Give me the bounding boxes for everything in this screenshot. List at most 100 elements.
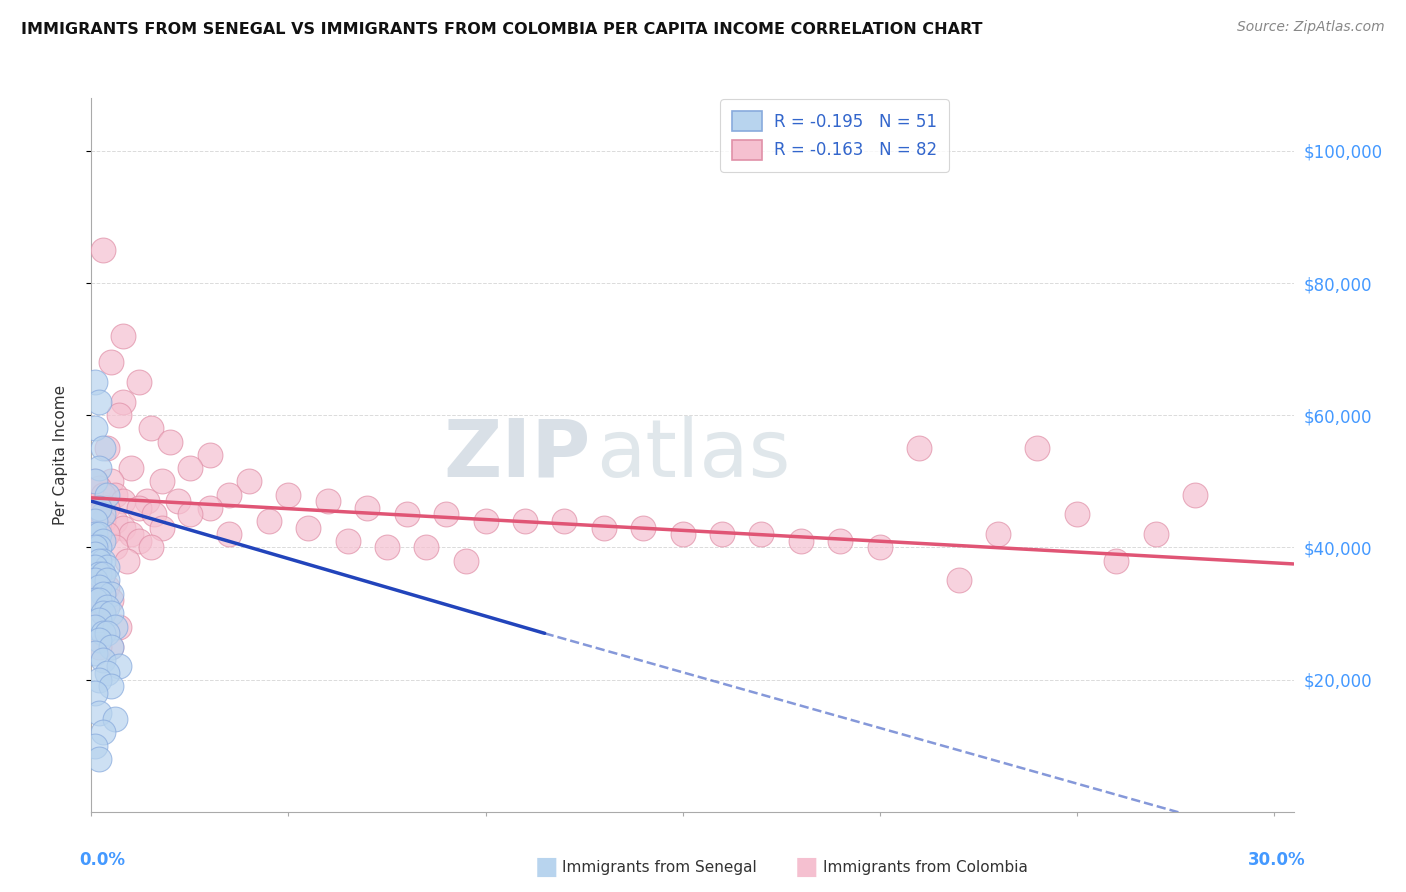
Point <box>104 541 127 555</box>
Point <box>218 527 240 541</box>
Point <box>84 560 107 574</box>
Text: Source: ZipAtlas.com: Source: ZipAtlas.com <box>1237 20 1385 34</box>
Point <box>91 587 114 601</box>
Point <box>553 514 575 528</box>
Point <box>631 520 654 534</box>
Point <box>179 508 201 522</box>
Point <box>89 613 111 627</box>
Point <box>96 599 118 614</box>
Point <box>100 475 122 489</box>
Point <box>139 541 162 555</box>
Point <box>128 500 150 515</box>
Point <box>111 494 134 508</box>
Point <box>167 494 190 508</box>
Point <box>89 541 111 555</box>
Point <box>297 520 319 534</box>
Point <box>89 481 111 495</box>
Point <box>91 487 114 501</box>
Point <box>91 442 114 456</box>
Point <box>89 706 111 720</box>
Point <box>869 541 891 555</box>
Point <box>84 500 107 515</box>
Point <box>91 554 114 568</box>
Point <box>89 566 111 581</box>
Point <box>120 527 142 541</box>
Text: 0.0%: 0.0% <box>79 851 125 869</box>
Point <box>100 640 122 654</box>
Point <box>96 442 118 456</box>
Point <box>238 475 260 489</box>
Point <box>100 640 122 654</box>
Text: IMMIGRANTS FROM SENEGAL VS IMMIGRANTS FROM COLOMBIA PER CAPITA INCOME CORRELATIO: IMMIGRANTS FROM SENEGAL VS IMMIGRANTS FR… <box>21 22 983 37</box>
Point <box>84 593 107 607</box>
Point <box>84 527 107 541</box>
Text: ■: ■ <box>794 855 818 879</box>
Point <box>91 508 114 522</box>
Text: atlas: atlas <box>596 416 790 494</box>
Point <box>115 554 138 568</box>
Point <box>96 665 118 680</box>
Point <box>96 626 118 640</box>
Point <box>100 593 122 607</box>
Point <box>790 533 813 548</box>
Point <box>830 533 852 548</box>
Point <box>198 500 221 515</box>
Point <box>198 448 221 462</box>
Point <box>100 587 122 601</box>
Point <box>375 541 398 555</box>
Point <box>96 500 118 515</box>
Point <box>84 574 107 588</box>
Point <box>1144 527 1167 541</box>
Point <box>96 560 118 574</box>
Point <box>474 514 496 528</box>
Point <box>111 520 134 534</box>
Text: ■: ■ <box>534 855 558 879</box>
Point <box>104 712 127 726</box>
Point <box>987 527 1010 541</box>
Point <box>96 487 118 501</box>
Point <box>100 607 122 621</box>
Point <box>84 620 107 634</box>
Point <box>111 329 134 343</box>
Point <box>1026 442 1049 456</box>
Point <box>84 566 107 581</box>
Point <box>751 527 773 541</box>
Point <box>316 494 339 508</box>
Point <box>120 461 142 475</box>
Point <box>356 500 378 515</box>
Point <box>395 508 418 522</box>
Y-axis label: Per Capita Income: Per Capita Income <box>53 384 67 525</box>
Point <box>513 514 536 528</box>
Point <box>96 580 118 594</box>
Point <box>908 442 931 456</box>
Point <box>1184 487 1206 501</box>
Point <box>84 646 107 660</box>
Point <box>84 739 107 753</box>
Point <box>89 554 111 568</box>
Point <box>1066 508 1088 522</box>
Point <box>150 520 173 534</box>
Point <box>89 673 111 687</box>
Text: Immigrants from Colombia: Immigrants from Colombia <box>823 860 1028 874</box>
Point <box>143 508 166 522</box>
Point <box>336 533 359 548</box>
Point <box>108 659 131 673</box>
Point <box>948 574 970 588</box>
Point <box>84 686 107 700</box>
Point <box>91 533 114 548</box>
Point <box>150 475 173 489</box>
Point <box>89 527 111 541</box>
Text: ZIP: ZIP <box>443 416 591 494</box>
Point <box>89 508 111 522</box>
Point <box>96 574 118 588</box>
Point <box>104 620 127 634</box>
Point <box>454 554 477 568</box>
Point <box>128 376 150 390</box>
Point <box>91 607 114 621</box>
Point <box>91 566 114 581</box>
Point <box>434 508 457 522</box>
Point <box>91 725 114 739</box>
Point <box>179 461 201 475</box>
Point <box>108 620 131 634</box>
Point <box>84 376 107 390</box>
